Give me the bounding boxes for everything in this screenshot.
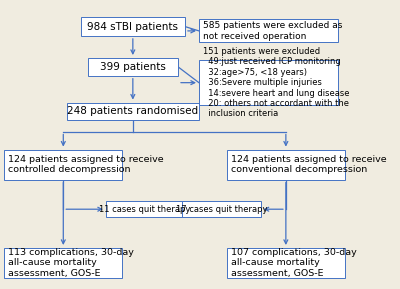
Text: 984 sTBI patients: 984 sTBI patients <box>87 22 178 32</box>
Text: 124 patients assigned to receive
conventional decompression: 124 patients assigned to receive convent… <box>231 155 386 174</box>
Text: 107 complications, 30-day
all-cause mortality
assessment, GOS-E: 107 complications, 30-day all-cause mort… <box>231 248 357 278</box>
FancyBboxPatch shape <box>81 17 185 36</box>
Text: 399 patients: 399 patients <box>100 62 166 72</box>
FancyBboxPatch shape <box>67 103 199 120</box>
FancyBboxPatch shape <box>227 149 345 180</box>
FancyBboxPatch shape <box>106 201 184 217</box>
FancyBboxPatch shape <box>199 60 338 105</box>
Text: 248 patients randomised: 248 patients randomised <box>67 106 198 116</box>
FancyBboxPatch shape <box>199 19 338 42</box>
FancyBboxPatch shape <box>88 58 178 76</box>
FancyBboxPatch shape <box>4 248 122 278</box>
FancyBboxPatch shape <box>182 201 261 217</box>
FancyBboxPatch shape <box>4 149 122 180</box>
Text: 124 patients assigned to receive
controlled decompression: 124 patients assigned to receive control… <box>8 155 164 174</box>
Text: 585 patients were excluded as
not received operation: 585 patients were excluded as not receiv… <box>203 21 342 40</box>
Text: 17 cases quit therapy: 17 cases quit therapy <box>176 205 267 214</box>
Text: 151 patients were excluded
  49:just received ICP monitoring
  32:age>75, <18 ye: 151 patients were excluded 49:just recei… <box>203 47 350 118</box>
Text: 113 complications, 30-day
all-cause mortality
assessment, GOS-E: 113 complications, 30-day all-cause mort… <box>8 248 134 278</box>
FancyBboxPatch shape <box>227 248 345 278</box>
Text: 11 cases quit therapy: 11 cases quit therapy <box>99 205 191 214</box>
